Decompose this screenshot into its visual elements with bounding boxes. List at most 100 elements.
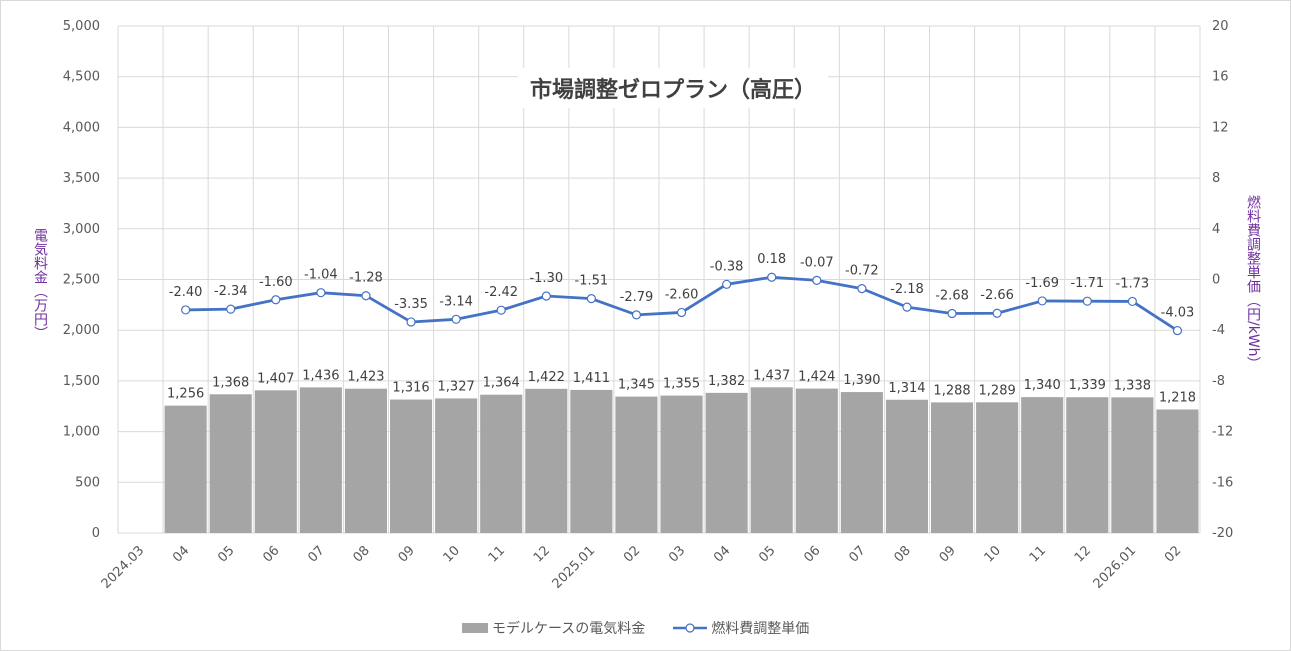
line-point: [406, 317, 416, 327]
bar-data-label: 1,316: [392, 381, 429, 396]
y-right-tick-label: -20: [1212, 526, 1233, 541]
line-point: [496, 305, 506, 315]
x-tick-label: 10: [441, 543, 463, 565]
bar: [344, 388, 387, 533]
x-tick-label: 02: [621, 543, 643, 565]
line-data-label: -1.73: [1116, 276, 1150, 291]
line-data-label: -2.42: [484, 285, 518, 300]
line-data-label: -2.79: [620, 290, 654, 305]
y-left-tick-label: 2,000: [63, 323, 100, 338]
line-point: [902, 302, 912, 312]
legend: モデルケースの電気料金 燃料費調整単価: [462, 618, 809, 638]
line-data-label: -1.30: [529, 271, 563, 286]
y-left-tick-label: 0: [92, 526, 100, 541]
line-point: [812, 275, 822, 285]
bar-data-label: 1,411: [573, 371, 610, 386]
line-point: [1082, 296, 1092, 306]
bar: [750, 387, 793, 533]
line-point: [992, 308, 1002, 318]
y-axis-right-label: 燃料費調整単価（円/kWh）: [1245, 195, 1261, 371]
line-data-label: -2.18: [890, 282, 924, 297]
line-point: [676, 307, 687, 318]
bar: [164, 405, 207, 533]
x-tick-label: 04: [170, 543, 192, 565]
line-point: [722, 279, 732, 289]
y-right-tick-label: 8: [1212, 171, 1220, 186]
x-tick-label: 06: [801, 543, 823, 565]
legend-bar-label: モデルケースの電気料金: [492, 621, 646, 637]
chart-title: 市場調整ゼロプラン（高圧）: [518, 68, 829, 108]
line-data-label: 0.18: [757, 252, 786, 267]
line-data-label: -0.07: [800, 255, 834, 270]
y-axis-left-label: 電気料金（万円）: [32, 228, 48, 340]
line-point: [316, 288, 326, 298]
line-data-label: -2.68: [935, 288, 969, 303]
x-tick-label: 02: [1162, 543, 1184, 565]
bar: [435, 398, 478, 533]
bar: [299, 387, 342, 533]
bar-data-label: 1,436: [302, 368, 339, 383]
line-point: [631, 310, 642, 320]
bar-data-label: 1,338: [1114, 378, 1151, 393]
y-right-tick-label: -4: [1212, 323, 1225, 338]
bar: [976, 402, 1019, 533]
legend-bar-swatch: [462, 623, 488, 633]
bar: [390, 399, 433, 533]
line-point: [1127, 296, 1137, 307]
y-right-tick-label: 0: [1212, 273, 1220, 288]
bar: [705, 392, 748, 533]
bar: [660, 395, 703, 533]
x-tick-label: 12: [531, 543, 553, 565]
bar: [885, 399, 928, 533]
bar: [615, 396, 658, 533]
y-right-tick-label: -16: [1212, 475, 1233, 490]
y-left-tick-label: 1,000: [63, 425, 100, 440]
bar: [840, 392, 883, 533]
x-tick-label: 12: [1072, 543, 1094, 565]
line-point: [1037, 296, 1047, 306]
line-data-label: -0.72: [845, 264, 879, 279]
y-right-tick-label: 4: [1212, 222, 1220, 237]
x-tick-label: 09: [937, 543, 959, 565]
legend-line-swatch: [673, 623, 708, 633]
y-right-tick-label: -8: [1212, 374, 1225, 389]
line-data-label: -2.66: [980, 288, 1014, 303]
bar-data-label: 1,340: [1024, 378, 1061, 393]
y-right-tick-label: 12: [1212, 120, 1229, 135]
x-tick-label: 05: [215, 543, 237, 565]
x-tick-label: 10: [982, 543, 1004, 565]
bar: [570, 389, 613, 533]
line-point: [947, 308, 957, 319]
bar: [1021, 397, 1064, 533]
bar-data-label: 1,218: [1159, 390, 1196, 405]
x-tick-label: 11: [486, 543, 508, 565]
bar-data-label: 1,288: [933, 383, 970, 398]
line-point: [857, 284, 867, 294]
x-tick-label: 05: [756, 543, 778, 565]
line-data-label: -2.60: [665, 287, 699, 302]
line-data-label: -1.04: [304, 268, 338, 283]
bar: [254, 390, 297, 533]
bar-data-label: 1,364: [483, 376, 520, 391]
legend-item-line: 燃料費調整単価: [673, 618, 809, 638]
line-point: [181, 305, 191, 315]
x-tick-label: 08: [350, 543, 372, 565]
line-point: [451, 314, 461, 324]
bar: [1156, 409, 1199, 533]
line-point: [361, 291, 371, 301]
bar-data-label: 1,327: [438, 379, 475, 394]
line-data-label: -2.34: [214, 284, 248, 299]
line-data-label: -0.38: [710, 259, 744, 274]
x-tick-label: 09: [396, 543, 418, 565]
line-data-label: -4.03: [1161, 306, 1195, 321]
line-data-label: -1.69: [1025, 276, 1059, 291]
bar-data-label: 1,390: [843, 373, 880, 388]
x-tick-label: 2025.01: [550, 543, 599, 592]
bar: [525, 388, 568, 533]
y-left-tick-label: 4,000: [63, 120, 100, 135]
y-right-tick-label: 20: [1212, 19, 1229, 34]
bar-data-label: 1,368: [212, 375, 249, 390]
bar: [480, 394, 523, 533]
y-left-tick-label: 4,500: [63, 70, 100, 85]
